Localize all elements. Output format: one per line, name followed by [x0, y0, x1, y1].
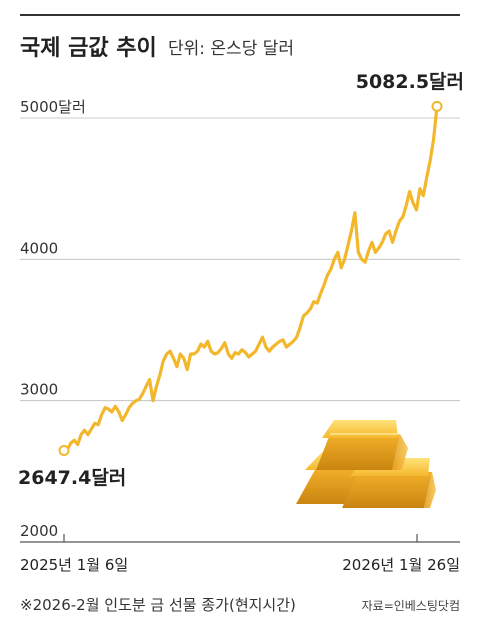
y-tick-label: 3000	[20, 381, 58, 399]
y-tick-label: 2000	[20, 522, 58, 540]
y-tick-label: 5000달러	[20, 98, 86, 116]
end-value-label: 5082.5달러	[356, 71, 464, 93]
start-value-label: 2647.4달러	[18, 467, 126, 489]
start-point	[58, 445, 70, 457]
x-tick-label: 2025년 1월 6일	[20, 556, 128, 574]
series-line	[62, 104, 439, 453]
top-rule	[20, 14, 460, 16]
x-axis: 2025년 1월 6일 2026년 1월 26일	[20, 534, 460, 574]
grid-layer: 2000 3000 4000 5000달러	[20, 98, 460, 543]
end-point	[431, 100, 443, 112]
x-tick-label: 2026년 1월 26일	[342, 556, 460, 574]
gold-bars-illustration	[296, 420, 436, 508]
unit-label: 단위: 온스당 달러	[168, 39, 295, 59]
source-credit: 자료=인베스팅닷컴	[361, 599, 460, 613]
y-tick-label: 4000	[20, 239, 58, 257]
footnote: ※2026-2월 인도분 금 선물 종가(현지시간)	[20, 596, 296, 614]
chart-title: 국제 금값 추이	[20, 36, 157, 61]
